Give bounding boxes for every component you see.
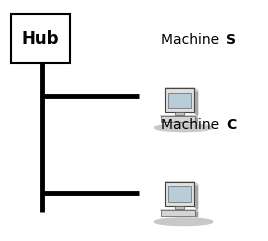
Polygon shape — [161, 210, 198, 211]
FancyBboxPatch shape — [165, 88, 194, 112]
Polygon shape — [161, 116, 198, 117]
Ellipse shape — [154, 124, 213, 132]
Text: Machine: Machine — [161, 33, 223, 47]
Polygon shape — [195, 116, 198, 123]
Polygon shape — [165, 88, 198, 91]
FancyBboxPatch shape — [169, 187, 191, 201]
Text: S: S — [226, 33, 236, 47]
FancyBboxPatch shape — [169, 93, 191, 107]
FancyBboxPatch shape — [175, 206, 184, 209]
Ellipse shape — [154, 218, 213, 226]
Text: Hub: Hub — [21, 30, 59, 47]
Polygon shape — [194, 88, 198, 115]
Text: Machine: Machine — [161, 118, 223, 132]
FancyBboxPatch shape — [165, 182, 194, 206]
FancyBboxPatch shape — [161, 210, 195, 216]
Polygon shape — [194, 182, 198, 209]
Polygon shape — [195, 210, 198, 217]
FancyBboxPatch shape — [161, 116, 195, 122]
FancyBboxPatch shape — [11, 14, 70, 63]
Polygon shape — [165, 182, 198, 185]
FancyBboxPatch shape — [175, 112, 184, 115]
Text: C: C — [226, 118, 237, 132]
